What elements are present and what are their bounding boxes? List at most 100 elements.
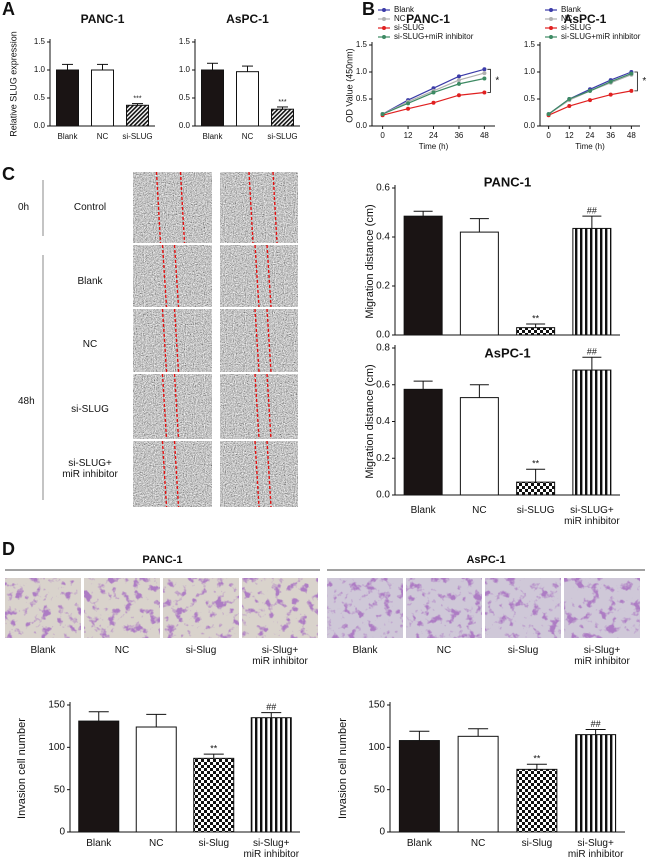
bar: [56, 69, 79, 127]
y-tick-label: 0.5: [356, 94, 368, 103]
x-tick-label: 12: [404, 131, 413, 140]
image-label: NC: [114, 645, 130, 656]
significance-label: *: [495, 76, 499, 87]
chart-title: PANC-1: [406, 12, 450, 26]
x-tick-label: 36: [606, 131, 615, 140]
y-tick-label: 150: [48, 700, 65, 711]
bar: [271, 108, 294, 127]
group-title: AsPC-1: [466, 554, 506, 566]
y-axis-label: Invasion cell number: [337, 718, 349, 819]
y-tick-label: 0.0: [356, 121, 368, 130]
transwell-cells: [242, 578, 318, 638]
x-tick-label: si-Slug+ miR inhibitor: [243, 838, 300, 858]
scratch-image: [133, 309, 212, 372]
chart-title: AsPC-1: [484, 345, 530, 360]
data-point: [629, 71, 634, 76]
y-axis-label: Migration distance (cm): [364, 364, 376, 478]
x-tick-label: Blank: [406, 838, 432, 849]
significance-label: ***: [278, 99, 286, 106]
panel-letter: D: [2, 539, 15, 559]
chart-title: PANC-1: [81, 12, 125, 26]
scratch-image: [133, 245, 212, 307]
transwell-cells: [564, 578, 640, 638]
wound-edge: [266, 308, 272, 373]
y-tick-label: 0.2: [376, 453, 390, 464]
bar: [126, 104, 149, 127]
data-point: [608, 92, 613, 97]
bar: [91, 69, 114, 127]
y-tick-label: 0.6: [376, 379, 390, 390]
time-label: 48h: [18, 396, 35, 407]
legend-marker: [382, 26, 386, 30]
x-axis-label: Time (h): [419, 142, 449, 151]
legend-label: si-SLUG+miR inhibitor: [561, 32, 641, 41]
legend-label: Blank: [394, 5, 415, 14]
x-tick-label: Blank: [57, 132, 78, 141]
y-axis-label: Invasion cell number: [16, 718, 28, 819]
transwell-cells: [485, 578, 561, 638]
legend-label: si-SLUG: [561, 23, 591, 32]
row-label: NC: [82, 339, 98, 350]
data-point: [608, 79, 613, 84]
significance-label: *: [642, 76, 646, 87]
legend-marker: [549, 26, 553, 30]
x-tick-label: 0: [546, 131, 551, 140]
legend-label: si-SLUG: [394, 23, 424, 32]
data-point: [456, 81, 461, 86]
transwell-cells: [406, 578, 482, 638]
wound-edge: [155, 171, 162, 244]
legend-marker: [382, 8, 386, 12]
bar: [135, 726, 177, 833]
y-tick-label: 150: [368, 700, 385, 711]
x-tick-label: 36: [454, 131, 463, 140]
series-line: [548, 74, 632, 115]
x-tick-label: si-SLUG: [122, 132, 153, 141]
data-point: [406, 101, 411, 106]
data-point: [546, 112, 551, 117]
bar: [572, 227, 612, 336]
wound-edge: [161, 244, 168, 308]
series-line: [548, 90, 632, 116]
y-tick-label: 0.0: [524, 121, 536, 130]
wound-edge: [254, 308, 260, 373]
y-tick-label: 1.0: [356, 67, 368, 76]
x-tick-label: 48: [480, 131, 489, 140]
y-tick-label: 100: [368, 742, 385, 753]
image-label: si-Slug+ miR inhibitor: [252, 645, 308, 667]
data-point: [380, 112, 385, 117]
y-tick-label: 1.0: [524, 67, 536, 76]
y-tick-label: 0.8: [376, 343, 390, 354]
bar: [78, 720, 120, 833]
wound-edge: [254, 373, 260, 440]
legend-marker: [382, 35, 386, 39]
x-tick-label: NC: [472, 505, 487, 516]
y-tick-label: 0.5: [34, 93, 46, 102]
series-line: [382, 77, 485, 115]
y-axis-label: OD Value (450nm): [344, 48, 354, 122]
wound-edge: [266, 440, 272, 508]
image-label: si-Slug+ miR inhibitor: [574, 645, 630, 667]
panel-letter: C: [2, 164, 15, 184]
transwell-cells: [163, 578, 239, 638]
wound-edge: [161, 440, 168, 508]
data-point: [456, 74, 461, 79]
y-tick-label: 1.5: [524, 40, 536, 49]
bar: [398, 740, 440, 833]
bar: [193, 757, 235, 833]
y-tick-label: 1.5: [356, 40, 368, 49]
y-tick-label: 50: [54, 784, 66, 795]
row-label: si-SLUG: [71, 404, 109, 415]
data-point: [431, 90, 436, 95]
row-label: Control: [73, 202, 107, 213]
legend-marker: [549, 35, 553, 39]
x-axis-label: Time (h): [575, 142, 605, 151]
x-tick-label: Blank: [410, 505, 436, 516]
y-tick-label: 0.6: [376, 183, 390, 194]
time-label: 0h: [18, 202, 30, 213]
y-tick-label: 0.5: [179, 93, 191, 102]
image-label: si-Slug: [507, 645, 539, 656]
data-point: [456, 78, 461, 83]
x-tick-label: 24: [586, 131, 595, 140]
wound-edge: [248, 171, 254, 244]
